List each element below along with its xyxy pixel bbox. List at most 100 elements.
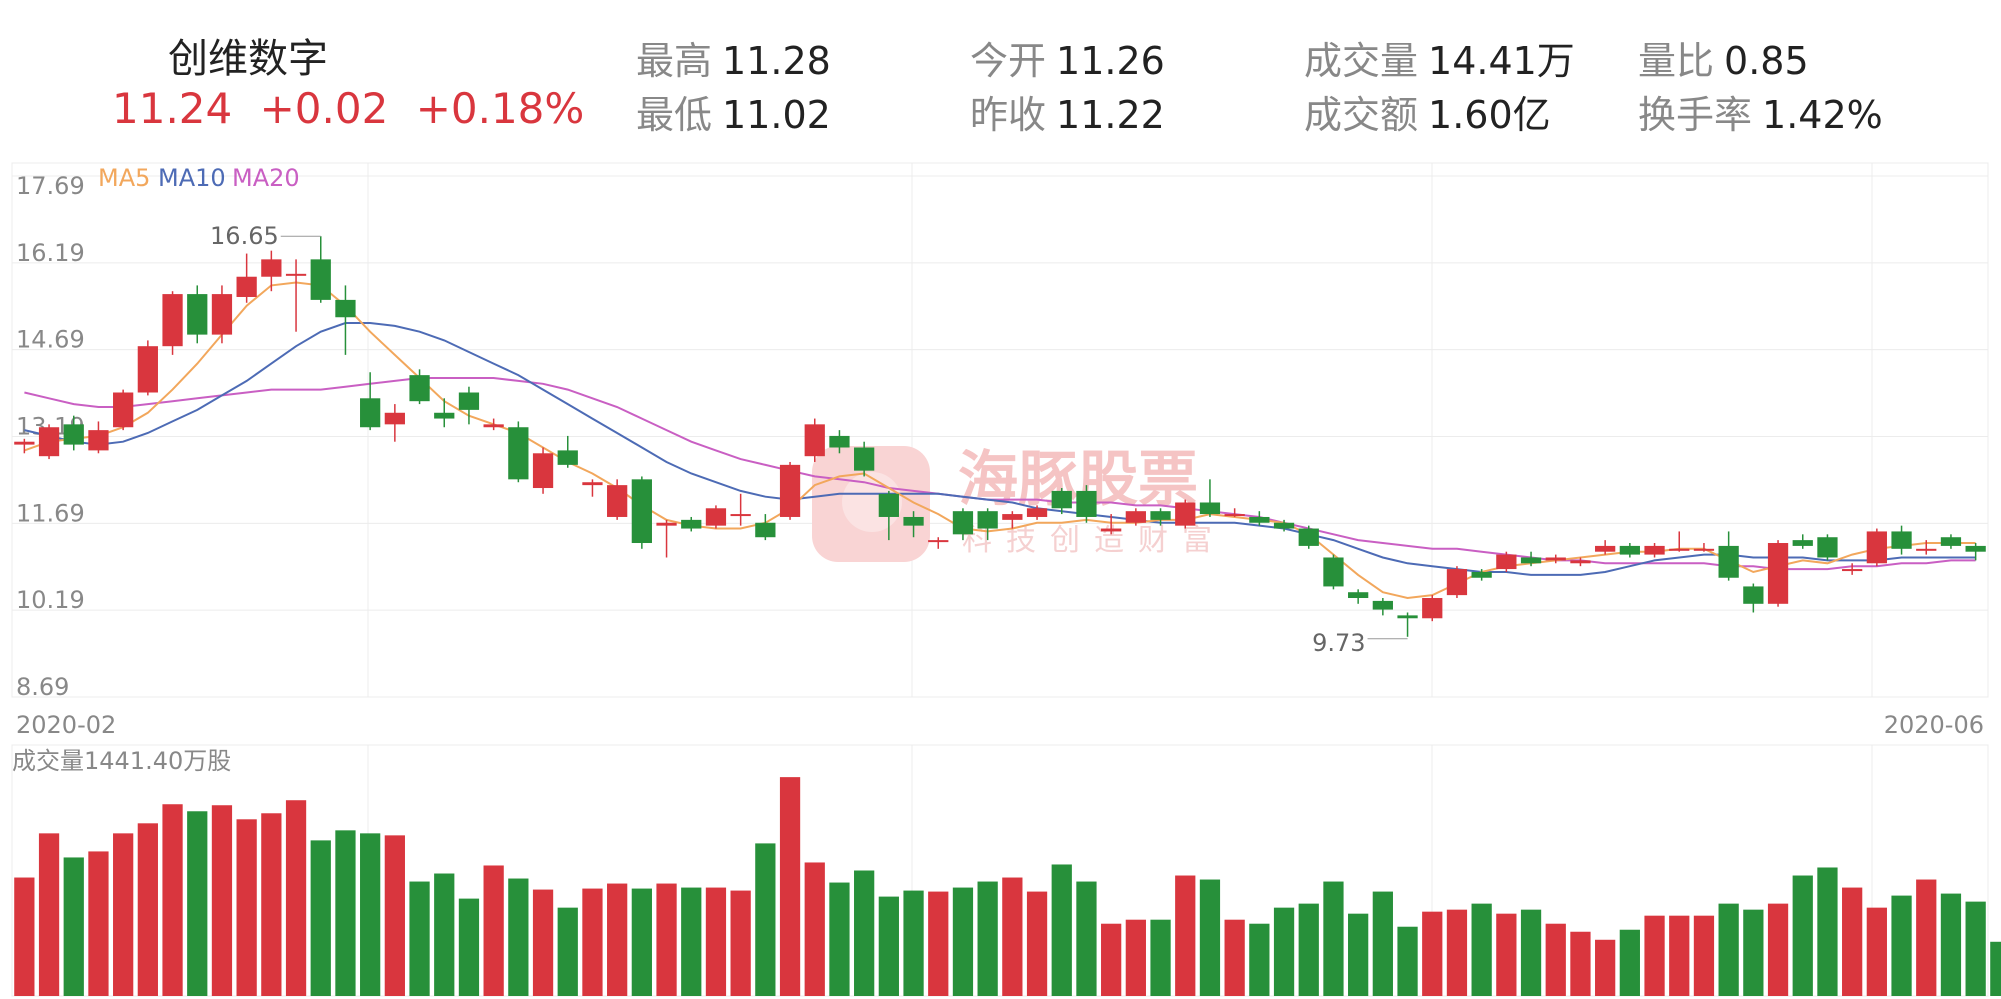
candle-body bbox=[1199, 502, 1221, 515]
volume-bar bbox=[1199, 879, 1221, 996]
volume-bar bbox=[829, 882, 850, 996]
stat-value: 11.02 bbox=[722, 93, 831, 137]
candle bbox=[730, 493, 751, 526]
candle bbox=[1496, 551, 1517, 572]
stat-value: 11.22 bbox=[1056, 93, 1165, 137]
candle-body bbox=[236, 276, 257, 297]
candle-body bbox=[14, 441, 35, 445]
ma20-line bbox=[24, 377, 1976, 571]
volume-bar bbox=[854, 870, 875, 996]
chart-grid bbox=[11, 162, 1989, 997]
candle bbox=[261, 250, 282, 292]
candle-body bbox=[1372, 600, 1393, 610]
volume-bar bbox=[656, 883, 677, 996]
volume-bar bbox=[261, 813, 282, 996]
volume-bar bbox=[1002, 877, 1023, 996]
stat-prev-close: 昨收 11.22 bbox=[970, 84, 1165, 139]
candle bbox=[1891, 525, 1912, 555]
candle-body bbox=[1767, 543, 1789, 604]
candle bbox=[1916, 540, 1937, 555]
current-price: 11.24 bbox=[112, 84, 233, 133]
candle-body bbox=[681, 519, 702, 529]
volume-bar bbox=[1076, 881, 1097, 996]
volume-bar bbox=[1249, 923, 1270, 996]
candle bbox=[1298, 525, 1319, 549]
stat-label: 最低 bbox=[636, 93, 713, 137]
volume-bar bbox=[137, 823, 158, 996]
candle bbox=[1866, 528, 1887, 567]
candle-body bbox=[1150, 511, 1171, 520]
volume-bar bbox=[1792, 875, 1813, 996]
candle bbox=[310, 236, 331, 303]
candle-body bbox=[1446, 569, 1468, 596]
candle-body bbox=[88, 430, 109, 451]
candle bbox=[285, 259, 307, 332]
candle-body bbox=[1348, 592, 1369, 599]
candle-body bbox=[113, 392, 134, 428]
volume-bar bbox=[38, 833, 60, 996]
candle bbox=[137, 340, 158, 396]
volume-bar bbox=[1471, 903, 1492, 996]
candle-body bbox=[928, 540, 949, 543]
volume-bar bbox=[1348, 913, 1369, 996]
candle-body bbox=[1496, 554, 1517, 570]
volume-bar bbox=[1372, 891, 1393, 996]
y-tick-label: 10.19 bbox=[16, 586, 85, 614]
volume-bar bbox=[1842, 887, 1863, 996]
volume-bar bbox=[730, 890, 751, 996]
stat-label: 成交额 bbox=[1304, 93, 1419, 137]
candle bbox=[14, 438, 35, 454]
candle bbox=[1767, 540, 1789, 607]
candle bbox=[1199, 479, 1221, 517]
stat-value: 14.41万 bbox=[1428, 39, 1575, 83]
volume-bar bbox=[1916, 879, 1937, 996]
candle bbox=[952, 508, 974, 541]
candle bbox=[1965, 543, 1986, 561]
volume-bar bbox=[1817, 867, 1838, 996]
annotation-label: 16.65 bbox=[210, 222, 279, 250]
volume-title: 成交量1441.40万股 bbox=[12, 747, 231, 775]
stat-label: 昨收 bbox=[970, 93, 1047, 137]
candle bbox=[804, 418, 825, 462]
candle bbox=[1792, 534, 1813, 549]
candle bbox=[384, 404, 405, 442]
price-change-pct: +0.18% bbox=[415, 84, 585, 133]
candle bbox=[1595, 540, 1616, 555]
candlesticks bbox=[14, 236, 1986, 637]
volume-bar bbox=[434, 873, 455, 996]
candle bbox=[1076, 485, 1097, 523]
volume-bar bbox=[310, 840, 331, 996]
candle bbox=[1644, 543, 1665, 558]
volume-bar bbox=[1224, 919, 1245, 996]
legend-ma20: MA20 bbox=[232, 164, 300, 192]
candle bbox=[1422, 595, 1443, 622]
candle-body bbox=[1940, 537, 1962, 546]
watermark-subtitle: 科技创造财富 bbox=[962, 523, 1226, 558]
volume-bar bbox=[1743, 909, 1764, 996]
candle bbox=[1446, 566, 1468, 599]
stat-label: 最高 bbox=[636, 39, 713, 83]
volume-bars bbox=[14, 777, 2001, 996]
candle bbox=[1273, 519, 1295, 532]
candle bbox=[211, 285, 233, 344]
stat-volume: 成交量 14.41万 bbox=[1304, 30, 1575, 85]
candle bbox=[1471, 569, 1492, 581]
volume-bar bbox=[582, 888, 603, 996]
stat-value: 11.28 bbox=[722, 39, 831, 83]
candle-body bbox=[1323, 557, 1344, 587]
candle bbox=[878, 490, 899, 541]
volume-bar bbox=[1767, 903, 1789, 996]
candle-body bbox=[1669, 548, 1690, 551]
candle bbox=[162, 291, 183, 355]
candle bbox=[532, 447, 554, 494]
y-tick-label: 17.69 bbox=[16, 172, 85, 200]
stat-label: 量比 bbox=[1638, 39, 1715, 83]
candle-body bbox=[1817, 537, 1838, 558]
ma-legend: MA5 MA10 MA20 bbox=[98, 164, 300, 192]
stat-low: 最低 11.02 bbox=[636, 84, 831, 139]
volume-bar bbox=[1101, 923, 1122, 996]
candle bbox=[113, 389, 134, 431]
candle-body bbox=[1026, 508, 1048, 517]
